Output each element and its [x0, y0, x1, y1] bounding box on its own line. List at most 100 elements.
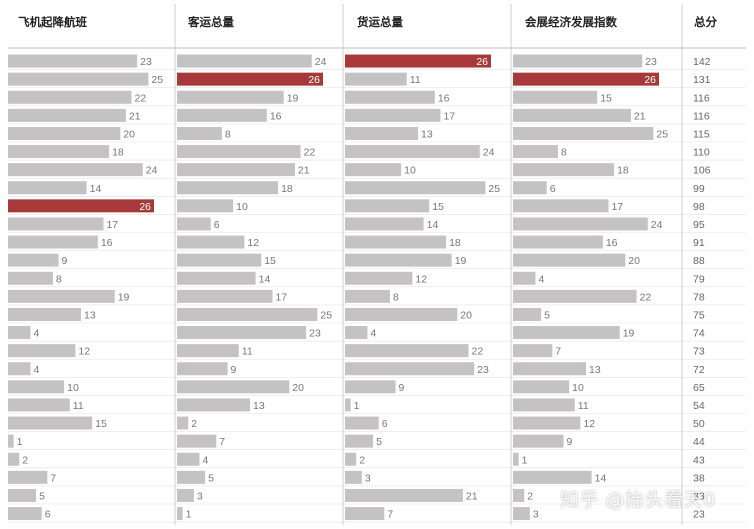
bar-value-label: 20 — [123, 128, 135, 140]
bar-value-label: 1 — [522, 454, 528, 466]
bar — [345, 54, 491, 68]
bar — [8, 307, 81, 321]
bar-value-label: 13 — [421, 128, 433, 140]
total-value: 78 — [693, 291, 705, 303]
bar — [8, 452, 20, 466]
bar — [345, 307, 458, 321]
bar-value-label: 4 — [33, 364, 39, 376]
bar — [177, 362, 228, 376]
bar — [513, 145, 558, 159]
bar — [8, 163, 143, 177]
bar — [513, 181, 547, 195]
bar-value-label: 19 — [455, 255, 467, 267]
bar — [177, 507, 183, 521]
total-value: 72 — [693, 364, 705, 376]
bar — [177, 434, 217, 448]
bar — [8, 380, 65, 394]
bar — [8, 181, 87, 195]
total-value: 91 — [693, 237, 705, 249]
panel-header-flights: 飞机起降航班 — [18, 15, 87, 29]
bar — [345, 434, 374, 448]
bar — [345, 452, 357, 466]
bar-value-label: 5 — [376, 436, 382, 448]
bar-value-label: 23 — [309, 328, 321, 340]
bar-value-label: 21 — [634, 110, 646, 122]
bar-value-label: 10 — [236, 201, 248, 213]
bar — [177, 289, 273, 303]
bar — [177, 271, 256, 285]
bar — [8, 326, 31, 340]
bar — [345, 253, 452, 267]
bar-value-label: 4 — [202, 454, 208, 466]
panel-header-cargo: 货运总量 — [357, 15, 403, 29]
bar-value-label: 6 — [214, 219, 220, 231]
bar-value-label: 21 — [466, 490, 478, 502]
total-value: 79 — [693, 273, 705, 285]
bar-value-label: 15 — [264, 255, 276, 267]
bar-value-label: 16 — [101, 237, 113, 249]
bar — [513, 470, 592, 484]
bar — [8, 507, 42, 521]
bar — [177, 181, 279, 195]
bar-value-label: 24 — [651, 219, 663, 231]
bar — [345, 362, 475, 376]
bar — [177, 90, 284, 104]
bar — [177, 380, 290, 394]
bar — [177, 416, 189, 430]
bar — [345, 199, 430, 213]
bar-value-label: 6 — [550, 183, 556, 195]
bar — [8, 416, 93, 430]
bar-value-label: 2 — [359, 454, 365, 466]
bar-value-label: 1 — [186, 509, 192, 521]
bar — [345, 145, 480, 159]
bar-value-label: 13 — [589, 364, 601, 376]
bar — [513, 380, 570, 394]
total-value: 116 — [693, 110, 710, 122]
bar — [345, 163, 402, 177]
bar — [177, 344, 239, 358]
bar-value-label: 12 — [583, 418, 595, 430]
bar-value-label: 7 — [555, 346, 561, 358]
bar-value-label: 18 — [281, 183, 293, 195]
total-header: 总分 — [694, 15, 717, 29]
bar — [8, 217, 104, 231]
bar-value-label: 3 — [365, 472, 371, 484]
bar-value-label: 20 — [628, 255, 640, 267]
bar — [177, 54, 312, 68]
bar — [513, 398, 575, 412]
bar — [177, 452, 200, 466]
bar-value-label: 4 — [538, 273, 544, 285]
bar-value-label: 16 — [270, 110, 282, 122]
bar — [8, 398, 70, 412]
bar — [513, 271, 536, 285]
bar-value-label: 5 — [208, 472, 214, 484]
bar-value-label: 15 — [600, 92, 612, 104]
bar — [8, 488, 37, 502]
bar-value-label: 18 — [112, 147, 124, 159]
bar — [177, 126, 222, 140]
bar-value-label: 22 — [304, 147, 316, 159]
bar-value-label: 10 — [404, 165, 416, 177]
bar — [8, 271, 53, 285]
bar — [345, 326, 368, 340]
bar-value-label: 24 — [483, 147, 495, 159]
total-value: 33 — [693, 490, 705, 502]
total-value: 65 — [693, 382, 705, 394]
bar — [345, 72, 407, 86]
bar-value-label: 12 — [415, 273, 427, 285]
bar-value-label: 26 — [308, 74, 320, 86]
bar-value-label: 2 — [191, 418, 197, 430]
bar — [345, 416, 379, 430]
total-value: 98 — [693, 201, 705, 213]
bar-value-label: 21 — [129, 110, 141, 122]
bar — [8, 199, 154, 213]
bar-value-label: 18 — [449, 237, 461, 249]
total-value: 142 — [693, 56, 711, 68]
total-value: 88 — [693, 255, 705, 267]
bar — [345, 289, 390, 303]
bar-value-label: 12 — [78, 346, 90, 358]
total-value: 74 — [693, 328, 705, 340]
bar — [513, 72, 659, 86]
bar — [177, 488, 194, 502]
